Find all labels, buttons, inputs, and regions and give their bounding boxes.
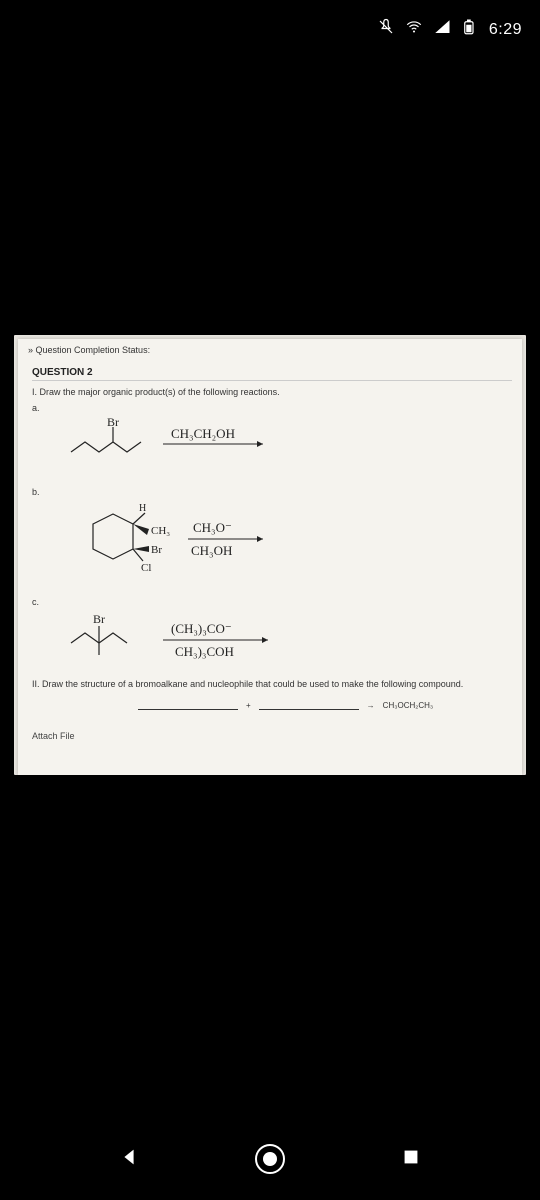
status-bar: 6:29 bbox=[377, 18, 522, 41]
phone-screen: 6:29 » Question Completion Status: QUEST… bbox=[0, 0, 540, 1200]
svg-text:Cl: Cl bbox=[141, 562, 151, 574]
prompt-part2: II. Draw the structure of a bromoalkane … bbox=[32, 679, 522, 689]
svg-text:CH₃)₃COH: CH₃)₃COH bbox=[175, 644, 234, 659]
svg-text:CH₃OH: CH₃OH bbox=[191, 543, 232, 558]
nav-home-button[interactable] bbox=[255, 1144, 285, 1174]
android-nav-bar bbox=[0, 1144, 540, 1174]
attach-file-button[interactable]: Attach File bbox=[32, 731, 75, 741]
reaction-b: H CH₃ Br Cl CH₃O⁻ CH₃OH bbox=[63, 499, 323, 589]
svg-text:CH₃: CH₃ bbox=[151, 525, 170, 537]
svg-text:(CH₃)₃CO⁻: (CH₃)₃CO⁻ bbox=[171, 621, 232, 636]
product-line: + → CH₃OCH₂CH₃ bbox=[138, 701, 433, 710]
prompt-part1: I. Draw the major organic product(s) of … bbox=[32, 387, 280, 397]
content-viewport: » Question Completion Status: QUESTION 2… bbox=[14, 335, 526, 775]
home-inner-circle bbox=[263, 1152, 277, 1166]
reactant-blank bbox=[138, 702, 238, 710]
label-b: b. bbox=[32, 487, 40, 497]
nav-back-button[interactable] bbox=[118, 1146, 140, 1173]
label-c: c. bbox=[32, 597, 39, 607]
arrow-text: → bbox=[367, 701, 375, 710]
plus: + bbox=[246, 701, 251, 710]
nucleophile-blank bbox=[259, 702, 359, 710]
nav-recent-button[interactable] bbox=[400, 1146, 422, 1173]
completion-status: » Question Completion Status: bbox=[28, 345, 150, 355]
svg-text:Br: Br bbox=[151, 544, 162, 556]
question-page[interactable]: » Question Completion Status: QUESTION 2… bbox=[18, 339, 522, 775]
reaction-a: Br CH₃CH₂OH bbox=[63, 417, 323, 467]
br-label: Br bbox=[107, 417, 119, 429]
svg-text:Br: Br bbox=[93, 612, 105, 626]
battery-icon bbox=[461, 18, 479, 41]
label-a: a. bbox=[32, 403, 40, 413]
status-time: 6:29 bbox=[489, 21, 522, 39]
wifi-icon bbox=[405, 18, 423, 41]
svg-text:CH₃O⁻: CH₃O⁻ bbox=[193, 520, 232, 535]
question-header: QUESTION 2 bbox=[32, 367, 512, 381]
product-formula: CH₃OCH₂CH₃ bbox=[383, 701, 434, 710]
mute-icon bbox=[377, 18, 395, 41]
svg-text:H: H bbox=[139, 503, 146, 514]
reaction-c: Br (CH₃)₃CO⁻ CH₃)₃COH bbox=[63, 603, 343, 673]
signal-icon bbox=[433, 18, 451, 41]
reagent-a: CH₃CH₂OH bbox=[171, 426, 235, 441]
